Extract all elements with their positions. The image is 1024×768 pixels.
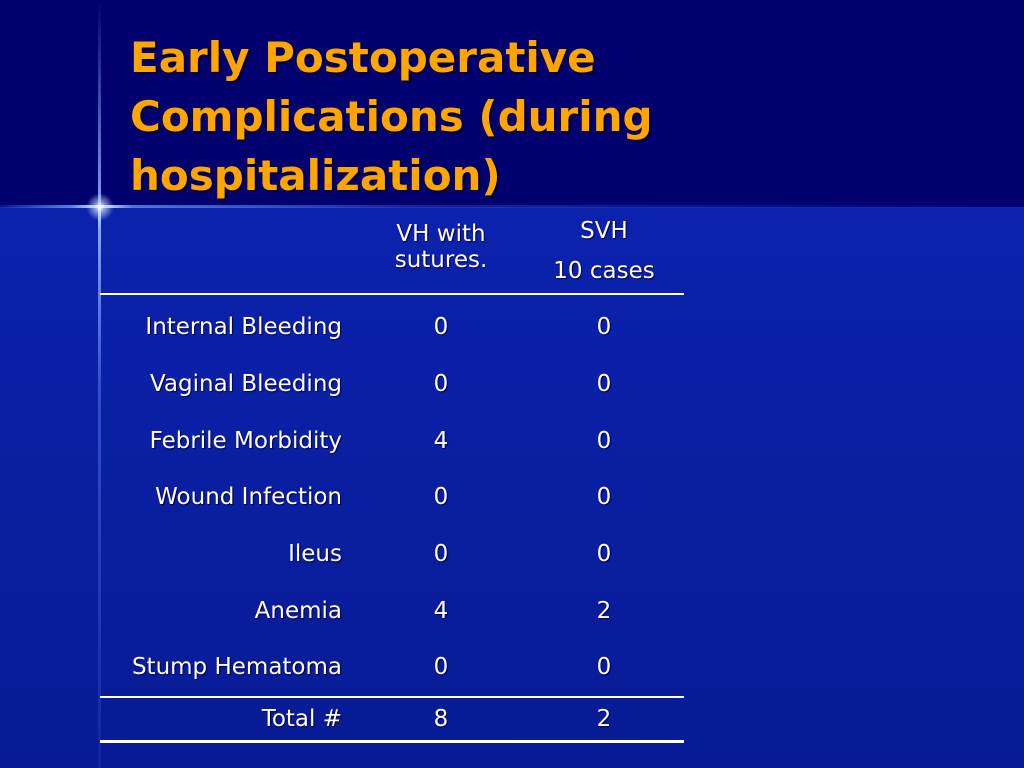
row-vh-value: 0 xyxy=(433,484,449,511)
decorative-horizontal-line xyxy=(0,205,1024,208)
row-svh-value: 0 xyxy=(596,371,612,398)
slide-title: Early Postoperative Complications (durin… xyxy=(130,28,990,205)
slide-title-line-2: Complications (during xyxy=(130,92,653,141)
total-svh-value: 2 xyxy=(524,695,684,743)
table-row: Internal Bleeding 0 0 xyxy=(100,294,684,356)
table-row: Wound Infection 0 0 xyxy=(100,469,684,526)
decorative-vertical-line xyxy=(98,0,101,768)
header-vh-line-1: VH with xyxy=(396,221,486,247)
row-svh-value: 0 xyxy=(596,654,612,681)
row-vh-value: 4 xyxy=(433,427,449,454)
header-vh-with-sutures: VH with sutures. xyxy=(358,207,524,295)
header-svh-line-2: 10 cases xyxy=(553,258,655,284)
header-empty-cell xyxy=(100,207,358,295)
row-svh-value: 0 xyxy=(596,314,612,341)
row-label: Vaginal Bleeding xyxy=(149,371,342,398)
row-label: Febrile Morbidity xyxy=(149,427,342,454)
complications-table-container: VH with sutures. SVH 10 cases Internal B… xyxy=(100,207,684,743)
table-header: VH with sutures. SVH 10 cases xyxy=(100,207,684,295)
row-label: Internal Bleeding xyxy=(145,314,342,341)
row-vh-value: 0 xyxy=(433,371,449,398)
row-vh-value: 0 xyxy=(433,541,449,568)
header-vh-line-2: sutures. xyxy=(394,247,488,273)
slide-title-line-1: Early Postoperative xyxy=(130,33,596,82)
header-svh: SVH 10 cases xyxy=(524,207,684,295)
row-svh-value: 0 xyxy=(596,484,612,511)
background-top-band xyxy=(0,0,1024,207)
row-svh-value: 2 xyxy=(596,597,612,624)
table-row: Stump Hematoma 0 0 xyxy=(100,639,684,697)
total-label: Total # xyxy=(100,695,358,743)
background-main xyxy=(0,207,1024,768)
table-total-row: Total # 8 2 xyxy=(100,695,684,743)
table-row: Vaginal Bleeding 0 0 xyxy=(100,356,684,413)
table-row: Febrile Morbidity 4 0 xyxy=(100,412,684,469)
row-label: Wound Infection xyxy=(155,484,342,511)
row-svh-value: 0 xyxy=(596,541,612,568)
table-body: Internal Bleeding 0 0 Vaginal Bleeding 0… xyxy=(100,294,684,743)
row-label: Anemia xyxy=(254,597,342,624)
complications-table: VH with sutures. SVH 10 cases Internal B… xyxy=(100,207,684,743)
header-svh-line-1: SVH xyxy=(580,218,628,244)
row-vh-value: 0 xyxy=(433,314,449,341)
row-label: Ileus xyxy=(288,541,342,568)
row-svh-value: 0 xyxy=(596,427,612,454)
row-label: Stump Hematoma xyxy=(131,654,342,681)
total-vh-value: 8 xyxy=(358,695,524,743)
table-header-row: VH with sutures. SVH 10 cases xyxy=(100,207,684,295)
row-vh-value: 4 xyxy=(433,597,449,624)
table-row: Ileus 0 0 xyxy=(100,526,684,583)
row-vh-value: 0 xyxy=(433,654,449,681)
table-row: Anemia 4 2 xyxy=(100,582,684,639)
slide-title-line-3: hospitalization) xyxy=(130,151,501,200)
